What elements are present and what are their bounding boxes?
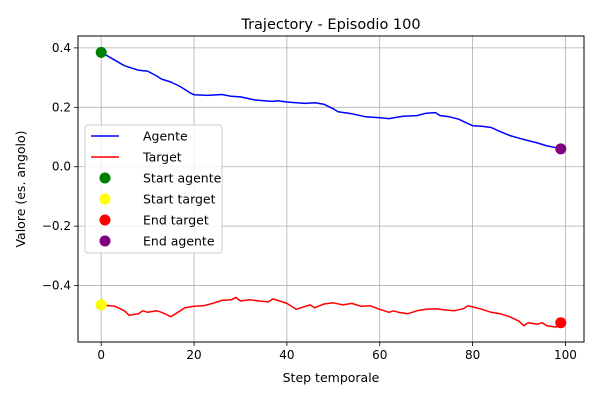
plot-frame [77,35,585,343]
y-tick-label: 0.0 [52,160,71,174]
marker-end-agente [555,143,567,155]
y-tick-label: 0.2 [52,100,71,114]
y-tick-label: −0.2 [42,219,71,233]
marker-layer [95,46,567,329]
legend-label: Target [142,150,182,165]
legend-label: Start target [143,192,216,207]
x-tick-label: 80 [465,348,480,362]
legend: Agente Target Start agente Start target End … [84,124,223,254]
marker-start-agente [95,46,107,58]
y-axis-ticks: −0.4 −0.2 0.0 0.2 0.4 [42,41,78,293]
x-tick-label: 100 [554,348,577,362]
marker-start-target [95,299,107,311]
legend-label: Start agente [143,171,222,186]
legend-marker-swatch [99,172,111,184]
legend-marker-swatch [99,235,111,247]
x-tick-label: 40 [279,348,294,362]
chart-title: Trajectory - Episodio 100 [240,17,420,33]
x-tick-label: 0 [97,348,105,362]
x-tick-label: 60 [372,348,387,362]
y-axis-label: Valore (es. angolo) [13,130,28,247]
x-axis-label: Step temporale [283,370,380,385]
legend-marker-swatch [99,193,111,205]
series-line-target [101,296,562,328]
series-layer [100,51,562,328]
y-tick-label: −0.4 [42,279,71,293]
legend-frame [84,124,223,254]
legend-label: End agente [143,234,215,249]
marker-end-target [555,317,567,329]
y-tick-label: 0.4 [52,41,71,55]
legend-label: End target [143,213,209,228]
x-axis-ticks: 0 20 40 60 80 100 [97,342,577,362]
legend-label: Agente [143,129,188,144]
legend-marker-swatch [99,214,111,226]
series-line-agente [100,51,561,150]
x-tick-label: 20 [186,348,201,362]
